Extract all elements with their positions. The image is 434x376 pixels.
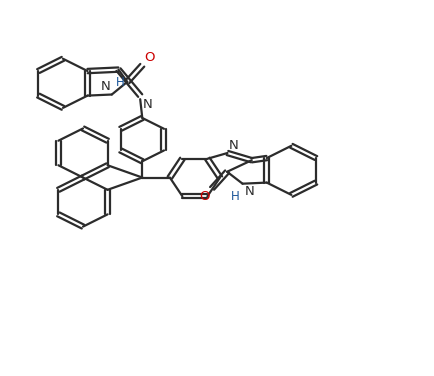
Text: N: N <box>244 185 254 199</box>
Text: N: N <box>229 139 238 152</box>
Text: O: O <box>199 190 210 203</box>
Text: H: H <box>116 76 125 89</box>
Text: N: N <box>142 99 152 111</box>
Text: N: N <box>100 80 110 93</box>
Text: H: H <box>230 190 239 203</box>
Text: O: O <box>144 51 155 64</box>
